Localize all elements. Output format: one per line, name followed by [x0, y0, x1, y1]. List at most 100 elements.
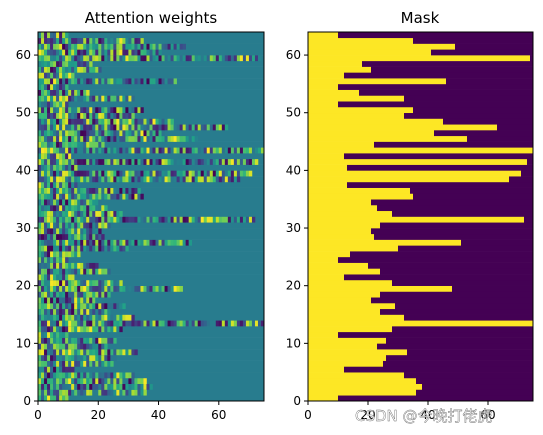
attention-cell — [83, 118, 87, 125]
attention-cell — [248, 320, 253, 327]
attention-cell — [104, 106, 108, 114]
attention-cell — [53, 95, 57, 102]
mask-row-valid — [308, 256, 338, 263]
attention-cell — [107, 320, 111, 327]
attention-cell — [92, 135, 96, 142]
attention-cell — [62, 130, 66, 137]
attention-cell — [89, 130, 93, 137]
attention-cell — [107, 118, 111, 125]
mask-row-masked — [338, 331, 533, 338]
attention-cell — [41, 343, 45, 350]
attention-cell — [83, 124, 87, 131]
attention-cell — [74, 118, 78, 125]
attention-cell — [71, 308, 75, 315]
attention-cell — [41, 153, 45, 160]
attention-cell — [47, 360, 51, 367]
attention-cell — [56, 141, 60, 148]
attention-cell — [86, 147, 90, 154]
attention-cell — [80, 37, 84, 44]
attention-cell — [101, 55, 105, 62]
attention-cell — [62, 366, 66, 373]
attention-cell — [44, 256, 48, 263]
attention-cell — [65, 233, 69, 240]
attention-cell — [98, 228, 102, 235]
attention-cell — [80, 55, 84, 62]
attention-cell — [113, 354, 117, 361]
attention-cell — [62, 372, 66, 379]
attention-cell — [59, 176, 63, 183]
attention-cell — [41, 95, 45, 102]
attention-cell — [128, 389, 132, 396]
attention-cell — [44, 251, 48, 258]
attention-cell — [53, 233, 57, 240]
attention-cell — [89, 337, 93, 344]
attention-cell — [179, 320, 183, 327]
mask-row-valid — [308, 297, 371, 304]
mask-row-valid — [308, 106, 413, 114]
attention-cell — [38, 118, 42, 125]
attention-cell — [53, 112, 57, 119]
attention-row — [38, 314, 264, 321]
attention-cell — [77, 158, 81, 165]
attention-cell — [113, 158, 117, 165]
attention-cell — [230, 216, 235, 223]
x-tick-label: 20 — [360, 408, 375, 422]
attention-cell — [149, 216, 153, 223]
attention-cell — [65, 395, 69, 402]
attention-cell — [77, 233, 81, 240]
attention-cell — [56, 377, 60, 385]
attention-cell — [50, 55, 54, 62]
attention-row — [38, 66, 264, 73]
attention-cell — [227, 176, 232, 183]
attention-cell — [131, 43, 135, 50]
attention-cell — [122, 158, 126, 165]
attention-cell — [203, 176, 208, 183]
attention-cell — [86, 228, 90, 235]
attention-cell — [98, 78, 102, 85]
attention-cell — [95, 95, 99, 102]
attention-cell — [104, 210, 108, 217]
attention-cell — [110, 216, 114, 223]
attention-cell — [62, 118, 66, 125]
attention-cell — [104, 78, 108, 85]
attention-cell — [86, 49, 90, 56]
attention-row — [38, 337, 264, 344]
attention-cell — [68, 343, 72, 350]
attention-cell — [137, 285, 141, 292]
attention-cell — [152, 239, 156, 246]
attention-cell — [53, 377, 57, 385]
attention-cell — [38, 279, 42, 286]
attention-cell — [143, 176, 147, 183]
attention-cell — [77, 285, 81, 292]
attention-cell — [62, 245, 66, 252]
mask-row-masked — [338, 101, 533, 108]
attention-cell — [47, 383, 51, 390]
attention-cell — [59, 274, 63, 281]
attention-cell — [92, 233, 96, 240]
attention-cell — [83, 193, 87, 200]
attention-cell — [68, 308, 72, 315]
attention-cell — [86, 245, 90, 252]
attention-cell — [71, 372, 75, 379]
attention-cell — [113, 377, 117, 385]
attention-cell — [53, 279, 57, 286]
attention-cell — [119, 55, 123, 62]
attention-cell — [128, 49, 132, 56]
attention-cell — [41, 320, 45, 327]
attention-cell — [62, 170, 66, 177]
attention-cell — [119, 377, 123, 385]
attention-cell — [68, 124, 72, 131]
attention-cell — [113, 124, 117, 131]
attention-cell — [119, 302, 123, 310]
attention-cell — [62, 297, 66, 304]
attention-cell — [80, 343, 84, 350]
attention-cell — [86, 297, 90, 304]
attention-cell — [215, 124, 220, 131]
attention-cell — [113, 37, 117, 44]
attention-cell — [212, 216, 217, 223]
attention-cell — [47, 222, 51, 229]
attention-cell — [98, 354, 102, 361]
attention-cell — [92, 78, 96, 85]
attention-cell — [56, 49, 60, 56]
attention-row — [38, 222, 264, 229]
